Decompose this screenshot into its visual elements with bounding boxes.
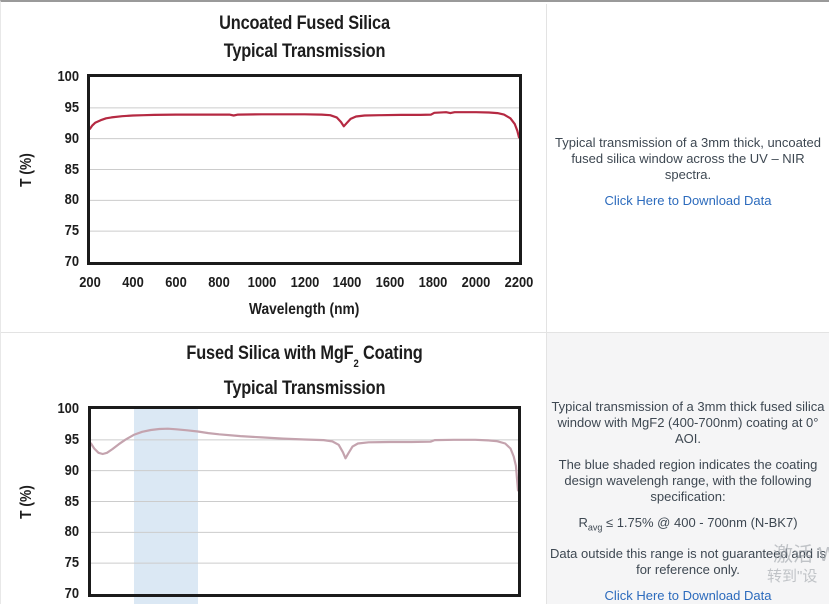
y-tick-label: 85 — [64, 492, 79, 510]
x-tick-label: 400 — [122, 274, 144, 291]
chart2-curve-svg — [89, 427, 520, 564]
x-tick-label: 1000 — [247, 274, 276, 291]
chart1-description: Typical transmission of a 3mm thick, unc… — [555, 135, 821, 182]
y-tick-label: 70 — [64, 585, 79, 602]
transmission-curve — [88, 111, 521, 139]
y-tick-label: 100 — [57, 68, 79, 85]
chart2-y-axis-title: T (%) — [18, 485, 35, 519]
chart2-description-2: The blue shaded region indicates the coa… — [558, 457, 818, 504]
y-tick-label: 90 — [64, 461, 79, 479]
transmission-curve — [89, 427, 520, 492]
column-divider — [546, 4, 547, 604]
chart1-download-link[interactable]: Click Here to Download Data — [604, 193, 772, 208]
chart2-description-1: Typical transmission of a 3mm thick fuse… — [551, 399, 825, 446]
avg-subscript: avg — [587, 522, 603, 533]
chart1-title-line1: Uncoated Fused Silica — [219, 13, 390, 34]
chart1-x-axis-title: Wavelength (nm) — [249, 301, 360, 318]
chart2-spec-line: Ravg ≤ 1.75% @ 400 - 700nm (N-BK7) — [578, 515, 798, 533]
x-tick-label: 1400 — [333, 274, 362, 291]
y-tick-label: 70 — [64, 253, 79, 270]
chart1-y-axis-title: T (%) — [18, 153, 35, 187]
x-tick-label: 600 — [165, 274, 187, 291]
y-tick-label: 80 — [64, 191, 79, 209]
y-tick-label: 75 — [64, 222, 79, 240]
y-tick-label: 100 — [57, 400, 79, 417]
y-tick-label: 95 — [64, 430, 79, 448]
x-tick-label: 1200 — [290, 274, 319, 291]
chart2-title-line2: Typical Transmission — [223, 377, 386, 399]
chart2-plot-area — [88, 406, 521, 597]
activate-windows-watermark-line1: 激活 W — [773, 544, 829, 566]
chart2-download-link[interactable]: Click Here to Download Data — [604, 587, 772, 603]
chart2-title: Fused Silica with MgF2 Coating Typical T… — [87, 340, 522, 403]
y-tick-label: 85 — [64, 160, 79, 178]
chart1-plot-area — [87, 74, 522, 265]
mgf2-subscript: 2 — [353, 357, 359, 370]
chart1-title: Uncoated Fused Silica Typical Transmissi… — [87, 10, 522, 66]
chart1-description-panel: Typical transmission of a 3mm thick, unc… — [549, 135, 827, 209]
y-tick-label: 95 — [64, 98, 79, 116]
row2-right-cell-background — [547, 333, 829, 604]
chart2-description-3: Data outside this range is not guarantee… — [549, 545, 827, 577]
chart1-curve-svg — [88, 107, 521, 232]
y-tick-label: 80 — [64, 523, 79, 541]
chart2-coating-design-band — [133, 409, 198, 604]
y-tick-label: 90 — [64, 129, 79, 147]
x-tick-label: 1800 — [418, 274, 448, 291]
chart2-title-line1: Fused Silica with MgF2 Coating — [186, 343, 423, 370]
chart1-title-line2: Typical Transmission — [223, 41, 386, 62]
activate-windows-watermark-line2: 转到"设 — [767, 568, 818, 585]
row-divider — [1, 332, 829, 333]
x-tick-label: 2200 — [504, 274, 534, 291]
y-tick-label: 75 — [64, 554, 79, 572]
chart2-description-panel: Typical transmission of a 3mm thick fuse… — [549, 399, 827, 604]
x-tick-label: 1600 — [375, 274, 405, 291]
x-tick-label: 800 — [207, 274, 230, 291]
x-tick-label: 200 — [79, 274, 101, 291]
x-tick-label: 2000 — [461, 274, 491, 291]
